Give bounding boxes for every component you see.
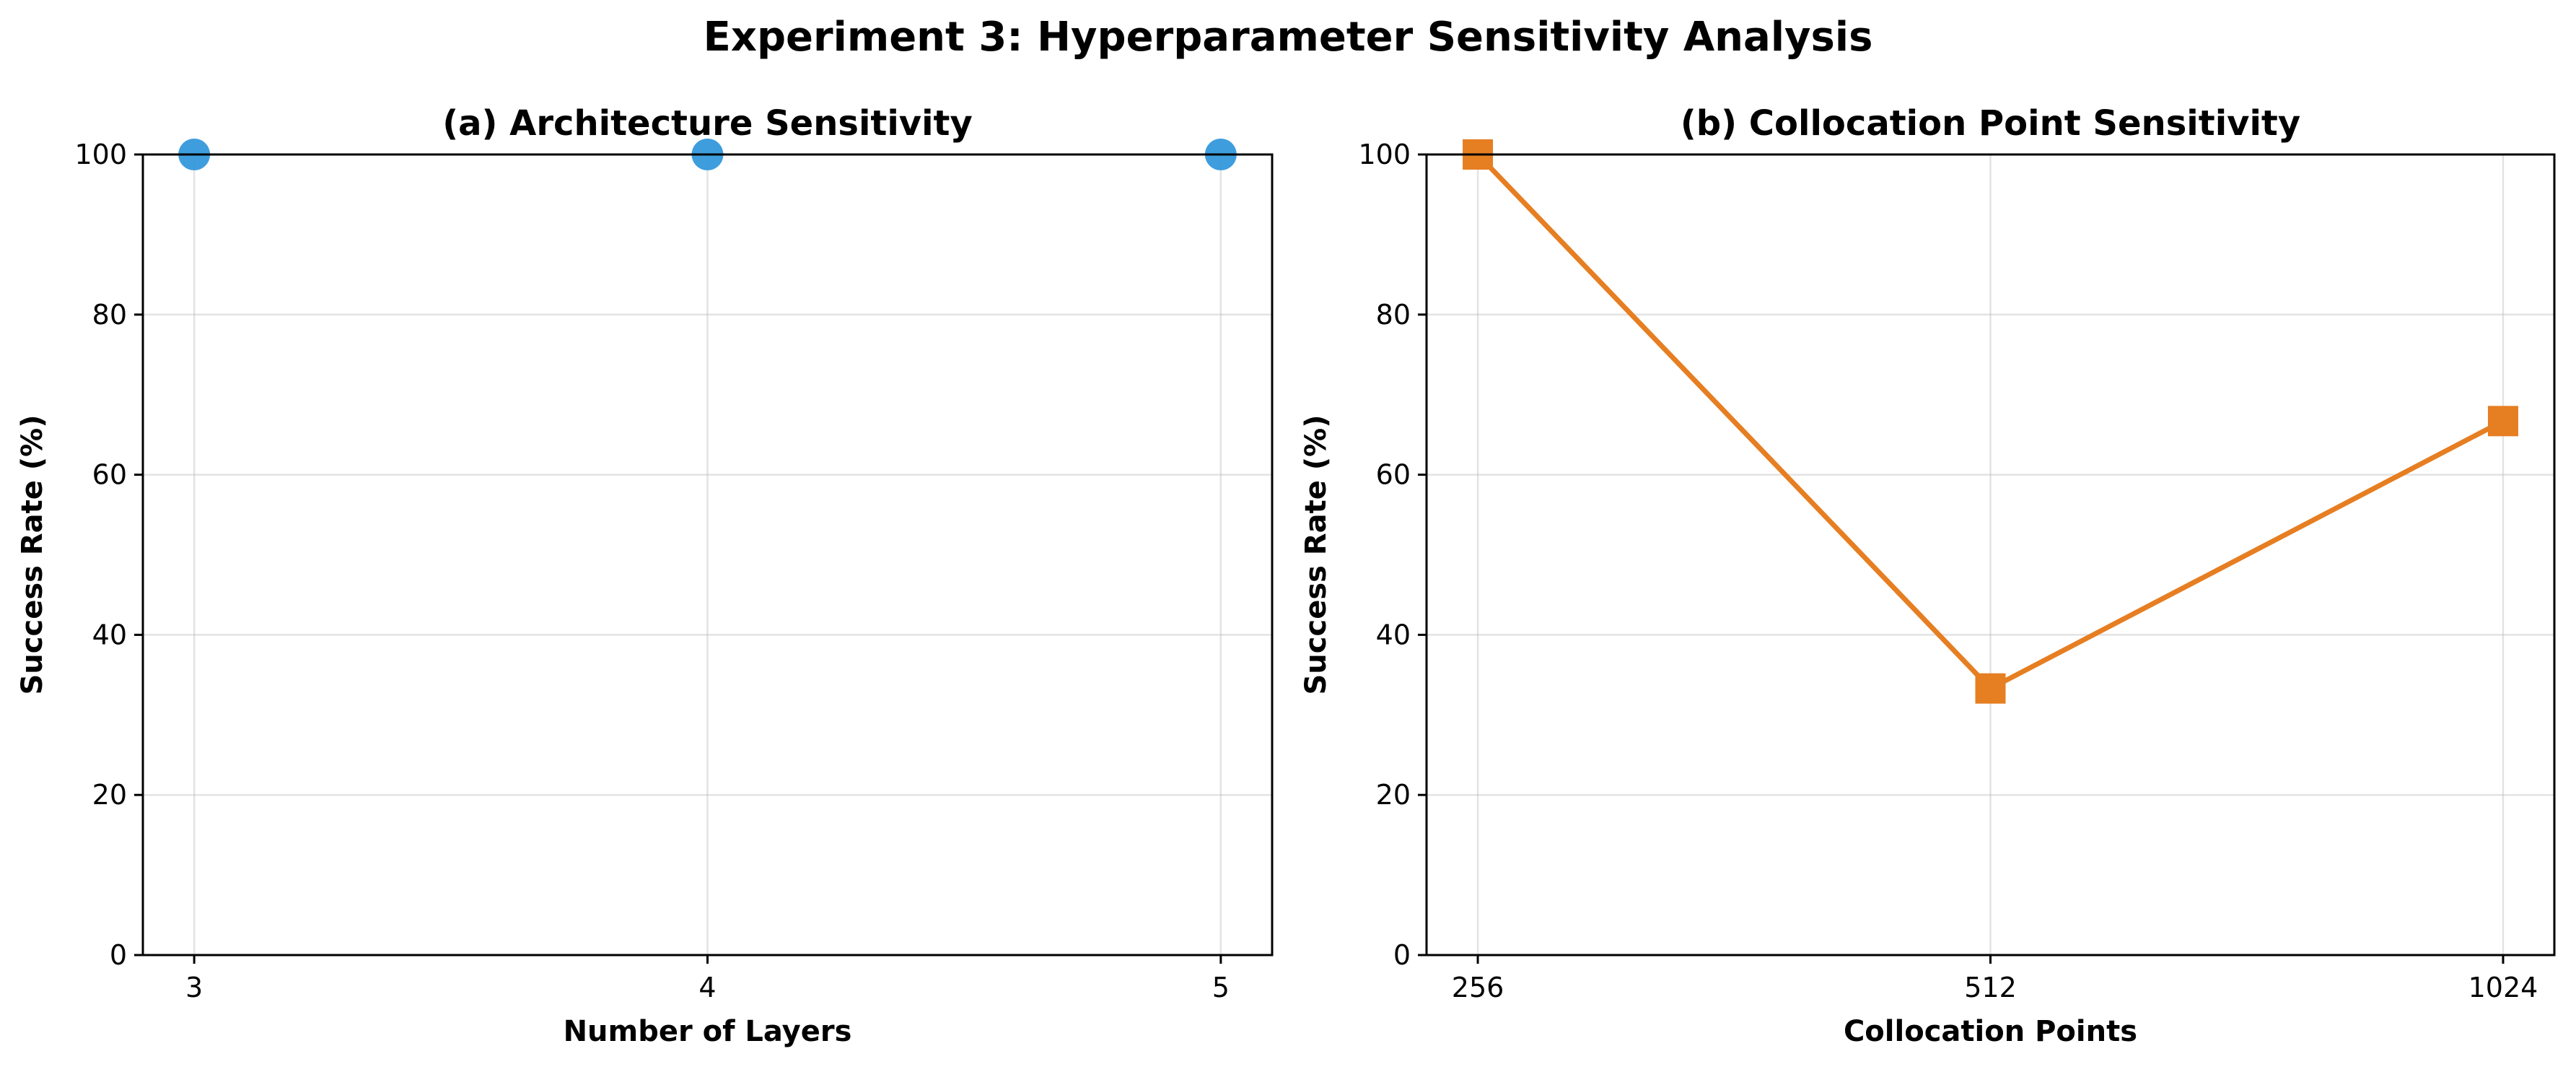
y-tick-label: 0 [1393,939,1411,971]
x-tick-label: 5 [1212,972,1230,1003]
data-point [2487,406,2518,437]
x-axis-label: Collocation Points [1844,1015,2137,1048]
x-tick-label: 3 [185,972,203,1003]
y-tick-label: 40 [92,619,127,650]
y-tick-label: 100 [1358,139,1411,170]
y-tick-label: 80 [1376,299,1411,331]
data-point [1975,673,2006,704]
y-tick-label: 0 [110,939,127,971]
y-tick-label: 60 [92,459,127,491]
x-tick-label: 1024 [2468,972,2538,1003]
y-tick-label: 60 [1376,459,1411,491]
panel-collocation-point-sensitivity: 0 20 40 60 80 100 256 512 1024 (b) Collocation P… [1300,103,2556,1048]
y-axis-label: Success Rate (%) [16,415,49,695]
panel-title: (b) Collocation Point Sensitivity [1681,103,2300,144]
figure-title: Experiment 3: Hyperparameter Sensitivity… [704,14,1873,61]
x-axis-label: Number of Layers [564,1015,852,1048]
y-axis-label: Success Rate (%) [1300,415,1333,695]
y-tick-label: 20 [1376,779,1411,811]
y-tick-label: 40 [1376,619,1411,650]
y-tick-label: 100 [74,139,127,170]
x-tick-label: 256 [1452,972,1504,1003]
panel-title: (a) Architecture Sensitivity [442,103,973,144]
panel-architecture-sensitivity: 0 20 40 60 80 100 3 4 5 (a) Architecture Sensiti… [16,103,1274,1048]
x-tick-label: 512 [1964,972,2017,1003]
y-tick-label: 20 [92,779,127,811]
x-tick-label: 4 [698,972,716,1003]
y-tick-label: 80 [92,299,127,331]
